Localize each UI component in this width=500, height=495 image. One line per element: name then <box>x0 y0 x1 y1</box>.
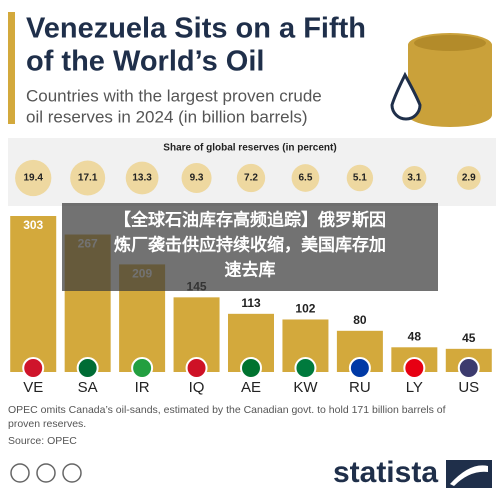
x-tick-label: LY <box>406 379 423 396</box>
share-circle <box>291 164 320 192</box>
bar <box>10 216 57 372</box>
share-label: 7.2 <box>244 173 258 184</box>
x-tick-label: VE <box>23 379 43 396</box>
logo-icon <box>446 460 492 488</box>
x-tick-label: IQ <box>189 379 205 396</box>
share-circle <box>70 160 106 196</box>
share-label: 13.3 <box>132 173 152 184</box>
flag <box>348 357 371 379</box>
overlay-text: 【全球石油库存高频追踪】俄罗斯因 <box>114 209 386 229</box>
share-label: 5.1 <box>353 173 367 184</box>
note: OPEC omits Canada’s oil-sands, estimated… <box>8 404 446 416</box>
share-circle <box>125 161 159 195</box>
source: Source: OPEC <box>8 435 77 447</box>
barrel-icon <box>390 33 492 127</box>
x-tick-label: IR <box>135 379 150 396</box>
share-circle <box>236 163 266 193</box>
note: proven reserves. <box>8 418 86 430</box>
share-circle <box>402 165 427 191</box>
value-label: 80 <box>353 313 367 327</box>
share-label: Share of global reserves (in percent) <box>163 143 336 154</box>
overlay-banner <box>62 203 438 291</box>
share-label: 2.9 <box>462 173 476 184</box>
overlay-text: 炼厂袭击供应持续收缩，美国库存加 <box>114 234 386 254</box>
flag <box>457 357 480 379</box>
value-label: 303 <box>23 218 43 232</box>
chart-title: of the World’s Oil <box>26 46 264 78</box>
value-label: 45 <box>462 331 476 345</box>
chart-subtitle: oil reserves in 2024 (in billion barrels… <box>26 107 308 126</box>
share-circle <box>181 162 212 194</box>
share-circle <box>346 164 374 192</box>
accent-bar <box>8 12 15 124</box>
share-circle <box>456 166 481 190</box>
flag <box>403 357 426 379</box>
chart-title: Venezuela Sits on a Fifth <box>26 13 366 45</box>
flag <box>22 357 45 379</box>
value-label: 48 <box>408 329 422 343</box>
flag <box>76 357 99 379</box>
value-label: 113 <box>241 296 261 310</box>
flag <box>294 357 317 379</box>
value-label: 102 <box>295 302 315 316</box>
flag <box>240 357 262 379</box>
share-label: 3.1 <box>407 173 421 184</box>
share-label: 19.4 <box>23 173 43 184</box>
overlay-text: 速去库 <box>225 259 276 279</box>
license-icons <box>10 463 82 483</box>
x-tick-label: RU <box>349 379 371 396</box>
chart-subtitle: Countries with the largest proven crude <box>26 86 322 105</box>
share-label: 6.5 <box>298 173 312 184</box>
flag <box>185 357 208 379</box>
x-tick-label: SA <box>78 379 98 396</box>
logo: statista <box>333 456 438 489</box>
share-label: 17.1 <box>78 173 98 184</box>
share-circle <box>15 159 52 197</box>
x-tick-label: US <box>458 379 479 396</box>
share-label: 9.3 <box>190 173 204 184</box>
x-tick-label: KW <box>293 379 318 396</box>
x-tick-label: AE <box>241 379 261 396</box>
flag <box>131 357 154 379</box>
